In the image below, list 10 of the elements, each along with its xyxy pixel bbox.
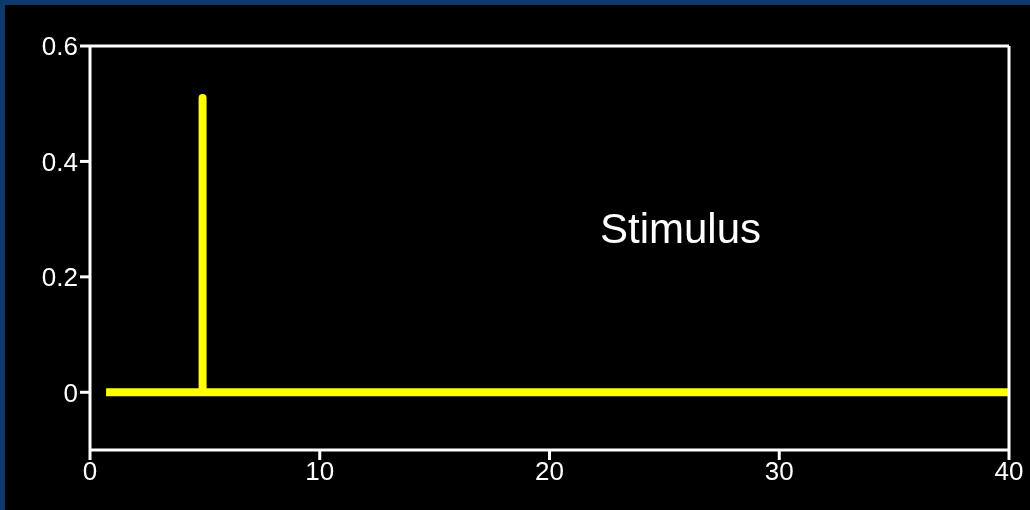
x-tick-label: 40 [994, 456, 1024, 487]
y-tick-label: 0 [63, 377, 78, 408]
y-tick-label: 0.6 [41, 31, 78, 62]
y-tick-label: 0.4 [41, 146, 78, 177]
annotation: Stimulus [600, 205, 762, 253]
x-tick-label: 20 [535, 456, 564, 487]
x-tick-label: 0 [82, 456, 98, 487]
y-tick-label: 0.2 [41, 262, 78, 293]
x-tick-label: 10 [305, 456, 335, 487]
x-tick-label: 30 [764, 456, 794, 487]
